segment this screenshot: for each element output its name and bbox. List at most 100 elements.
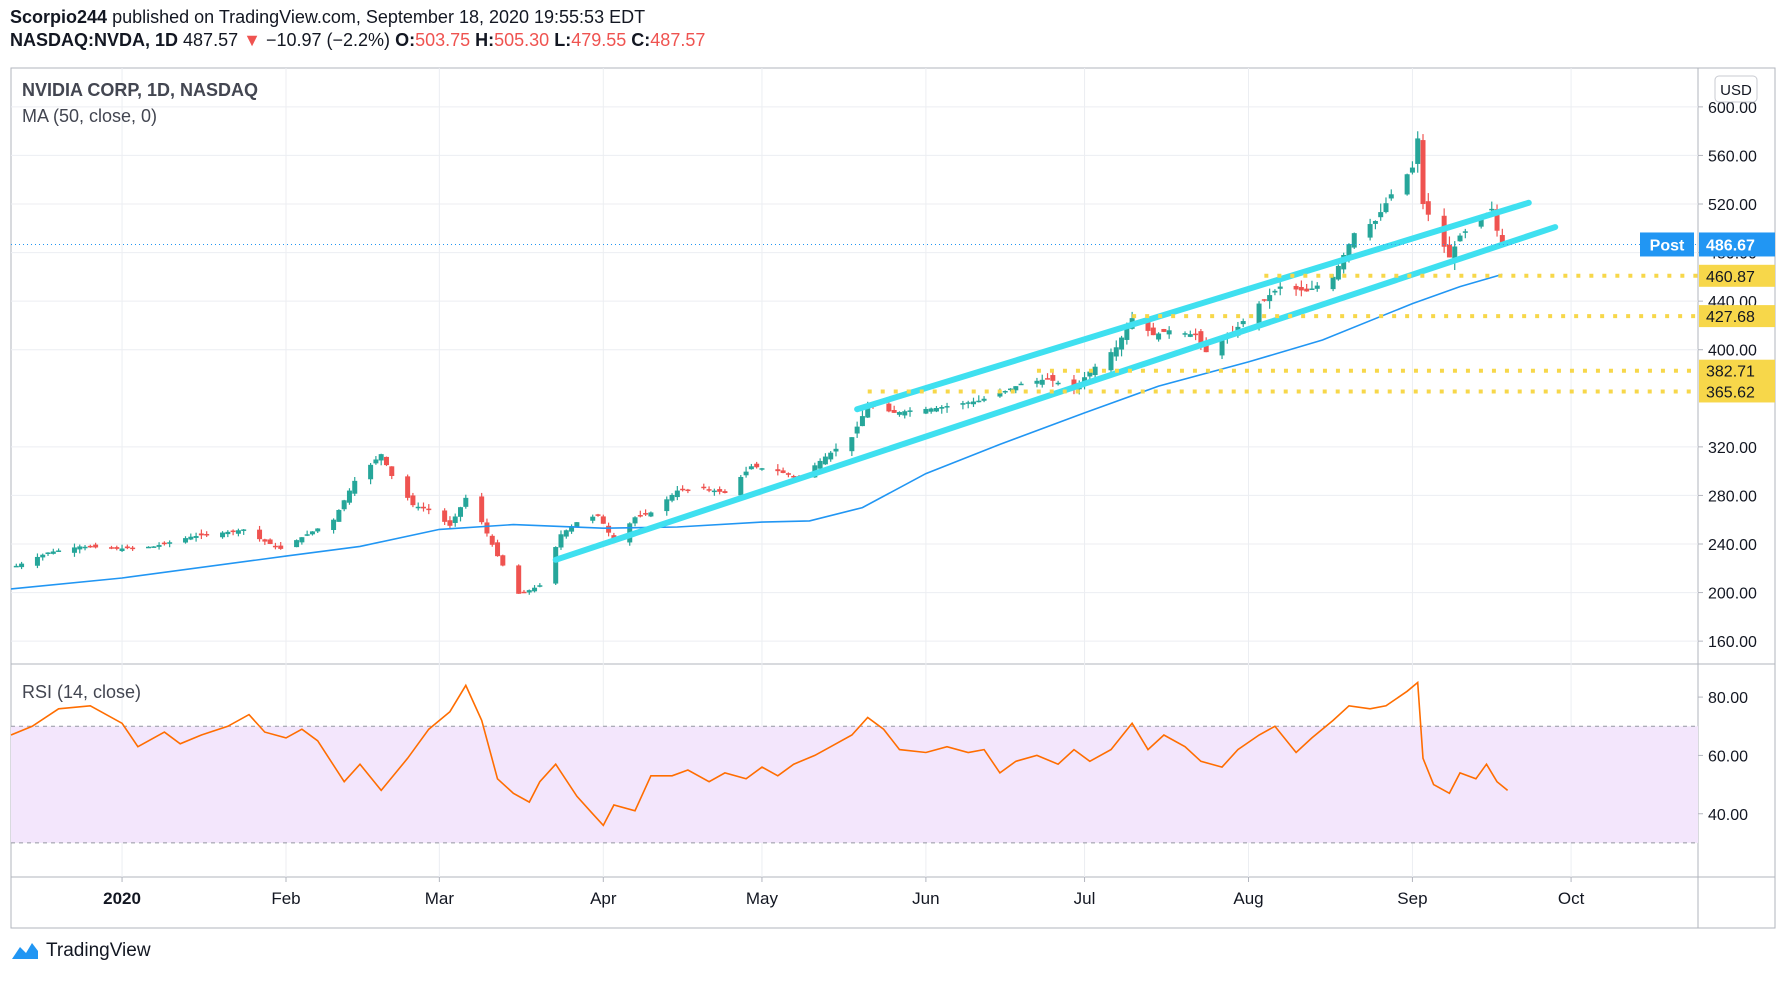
x-tick-label: Sep (1397, 889, 1427, 908)
candle-body (389, 466, 395, 476)
rsi-line (10, 680, 1509, 827)
candle-body (1240, 321, 1246, 325)
candle-body (378, 454, 384, 461)
change-arrow-icon: ▼ (243, 30, 261, 50)
candle-body (817, 460, 823, 469)
author-name[interactable]: Scorpio244 (10, 7, 108, 27)
candle-body (865, 405, 871, 418)
chart-frame (10, 67, 1776, 929)
candle-body (341, 500, 347, 510)
y-tick-label: 600.00 (1708, 100, 1757, 117)
candle-body (1494, 209, 1500, 231)
candle-body (717, 489, 723, 492)
candle-body (278, 545, 284, 549)
support-level-tag (1699, 264, 1775, 287)
candle-body (479, 496, 485, 523)
candle-body (1372, 221, 1378, 224)
candle-body (1351, 233, 1357, 248)
candle-body (119, 548, 125, 552)
candle-body (420, 506, 426, 509)
candle-body (1267, 295, 1273, 302)
candle-body (93, 544, 99, 548)
symbol-label[interactable]: NASDAQ:NVDA, 1D (10, 30, 179, 50)
candle-body (230, 530, 236, 533)
candle-body (1272, 290, 1278, 293)
candle-body (1367, 224, 1373, 238)
ma-indicator-label[interactable]: MA (50, close, 0) (22, 106, 158, 126)
candle-body (1193, 333, 1199, 336)
candle-body (410, 495, 416, 506)
low-value: 479.55 (571, 30, 627, 50)
candle-body (304, 534, 310, 536)
x-tick-label: Aug (1233, 889, 1263, 908)
post-price-tag (1699, 232, 1775, 257)
price-change: −10.97 (−2.2%) (265, 30, 391, 50)
candle-body (997, 392, 1003, 397)
candle-body (346, 490, 352, 503)
candle-body (590, 516, 596, 521)
candle-body (204, 533, 210, 536)
y-tick-label: 200.00 (1708, 586, 1757, 603)
candle-body (352, 480, 358, 494)
candle-body (833, 448, 839, 452)
candle-body (738, 476, 744, 496)
candle-body (600, 516, 606, 524)
candle-body (299, 537, 305, 543)
candle-body (1462, 231, 1468, 233)
trendline[interactable] (552, 224, 1559, 563)
candle-body (743, 471, 749, 476)
candle-body (785, 473, 791, 475)
candle-body (1261, 299, 1267, 301)
candle-body (701, 486, 707, 489)
candle-body (331, 519, 337, 530)
candle-body (151, 546, 157, 548)
candle-body (1039, 379, 1045, 385)
candle-body (415, 506, 421, 509)
candle-body (1198, 331, 1204, 344)
candle-body (1071, 379, 1077, 389)
chart-title: NVIDIA CORP, 1D, NASDAQ (22, 80, 259, 100)
x-tick-label: Jun (912, 889, 939, 908)
x-tick-label: May (746, 889, 779, 908)
y-tick-label: 400.00 (1708, 343, 1757, 360)
trendline[interactable] (854, 199, 1532, 413)
candle-body (780, 470, 786, 473)
candle-body (648, 512, 654, 517)
candle-body (1478, 218, 1484, 227)
y-tick-label: 520.00 (1708, 197, 1757, 214)
candle-body (1277, 286, 1283, 289)
support-level-tag (1699, 359, 1775, 382)
candle-body (1145, 321, 1151, 331)
candle-body (1446, 244, 1452, 258)
tradingview-logo[interactable]: TradingView (10, 940, 151, 962)
last-price: 487.57 (183, 30, 239, 50)
candle-body (1304, 288, 1310, 292)
x-tick-label: Apr (590, 889, 617, 908)
candle-body (19, 563, 25, 568)
candle-body (595, 514, 601, 516)
candle-body (1156, 333, 1162, 340)
candle-body (447, 520, 453, 526)
x-tick-label: Oct (1558, 889, 1585, 908)
candle-body (674, 490, 680, 498)
y-tick-label: 240.00 (1708, 537, 1757, 554)
candle-body (34, 556, 40, 566)
candle-body (854, 426, 860, 434)
candle-body (489, 535, 495, 545)
candle-body (267, 539, 273, 544)
candle-body (220, 532, 226, 538)
candle-body (1219, 340, 1225, 356)
rsi-indicator-label[interactable]: RSI (14, close) (22, 682, 142, 702)
y-tick-label: 560.00 (1708, 148, 1757, 165)
candle-body (1161, 329, 1167, 332)
candle-body (748, 466, 754, 470)
candle-body (442, 510, 448, 522)
currency-button[interactable] (1714, 75, 1758, 103)
candle-body (1420, 140, 1426, 204)
low-label: L: (554, 30, 572, 50)
candle-body (241, 529, 247, 531)
tradingview-cloud-icon (12, 943, 38, 959)
candle-body (891, 410, 897, 413)
candle-body (1203, 342, 1209, 353)
